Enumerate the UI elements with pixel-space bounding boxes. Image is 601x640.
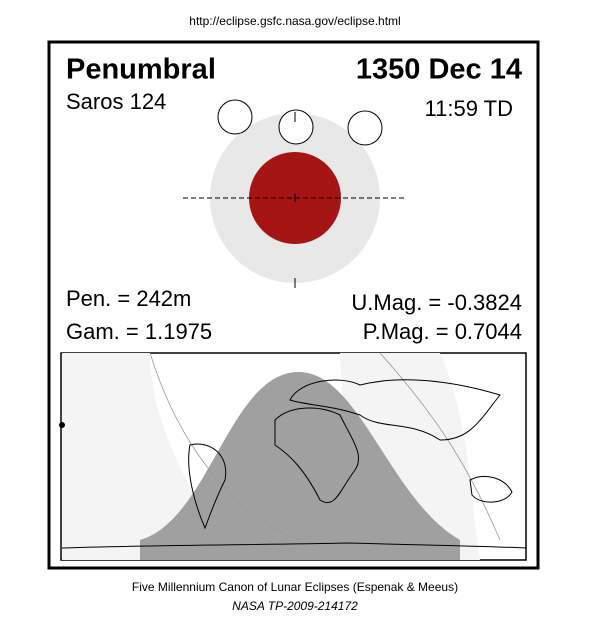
umbra-visibility bbox=[140, 371, 460, 560]
australia bbox=[469, 476, 513, 503]
moon-max bbox=[278, 109, 314, 145]
umbral-magnitude: U.Mag. = -0.3824 bbox=[351, 290, 522, 315]
time: 11:59 TD bbox=[425, 96, 513, 121]
footer-title: Five Millennium Canon of Lunar Eclipses … bbox=[132, 580, 458, 594]
eclipse-date: 1350 Dec 14 bbox=[356, 54, 522, 86]
africa bbox=[274, 407, 360, 503]
moon-exit bbox=[347, 110, 383, 146]
antarctica bbox=[61, 542, 527, 549]
moon-entry bbox=[217, 99, 253, 135]
visibility-boundary bbox=[149, 352, 501, 541]
marker bbox=[59, 422, 65, 428]
gamma: Gam. = 1.1975 bbox=[66, 319, 212, 344]
url: http://eclipse.gsfc.nasa.gov/eclipse.htm… bbox=[189, 14, 400, 28]
south-america bbox=[188, 443, 227, 530]
world-map bbox=[59, 352, 527, 561]
eurasia bbox=[289, 379, 501, 441]
saros: Saros 124 bbox=[66, 89, 166, 114]
footer-ref: NASA TP-2009-214172 bbox=[232, 599, 358, 613]
pen-duration: Pen. = 242m bbox=[66, 286, 191, 311]
penumbral-magnitude: P.Mag. = 0.7044 bbox=[363, 319, 522, 344]
eclipse-type: Penumbral bbox=[66, 54, 216, 86]
